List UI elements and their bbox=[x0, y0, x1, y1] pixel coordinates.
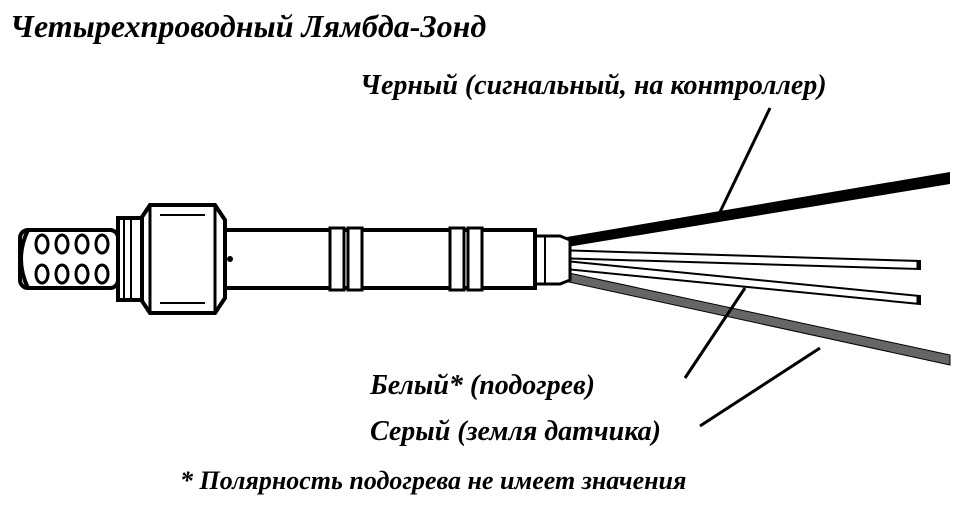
sensor-tip bbox=[20, 230, 118, 288]
diagram-canvas: Четырехпроводный Лямбда-Зонд Черный (сиг… bbox=[0, 0, 960, 507]
hex-nut bbox=[140, 205, 233, 313]
leader-gray bbox=[700, 348, 820, 426]
sensor-body bbox=[20, 205, 535, 313]
leader-black bbox=[720, 108, 770, 212]
sensor-svg bbox=[0, 0, 960, 507]
wire-black bbox=[555, 172, 950, 249]
callout-lines bbox=[685, 108, 820, 426]
